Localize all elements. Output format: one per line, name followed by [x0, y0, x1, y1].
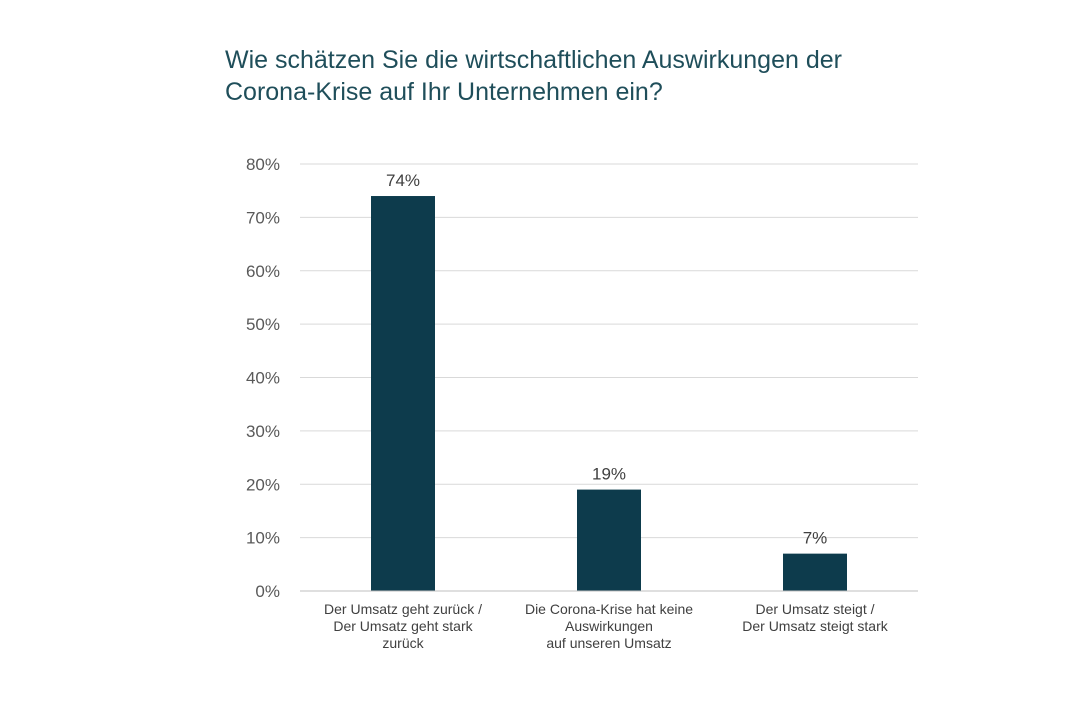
y-tick-label: 50%	[246, 315, 280, 334]
bar	[577, 489, 641, 591]
y-tick-label: 80%	[246, 155, 280, 174]
bar	[371, 196, 435, 591]
y-tick-label: 10%	[246, 529, 280, 548]
chart-title-line-2: Corona-Krise auf Ihr Unternehmen ein?	[225, 78, 663, 106]
bar	[783, 553, 847, 591]
category-label: Die Corona-Krise hat keine Auswirkungen au…	[525, 601, 693, 651]
category-label-line: Der Umsatz steigt /	[755, 601, 874, 617]
category-label: Der Umsatz geht zurück / Der Umsatz geht …	[324, 601, 482, 651]
chart-title-line-1: Wie schätzen Sie die wirtschaftlichen Au…	[225, 46, 842, 74]
category-label: Der Umsatz steigt / Der Umsatz steigt sta…	[742, 601, 888, 634]
data-label: 74%	[386, 171, 420, 190]
category-label-line: Der Umsatz geht stark	[333, 618, 473, 634]
y-tick-label: 60%	[246, 262, 280, 281]
y-tick-label: 0%	[255, 582, 280, 601]
category-label-line: Der Umsatz steigt stark	[742, 618, 888, 634]
chart-title: Wie schätzen Sie die wirtschaftlichen Au…	[225, 44, 985, 108]
category-label-line: Auswirkungen	[565, 618, 653, 634]
bars	[371, 196, 847, 591]
data-label: 7%	[803, 529, 828, 548]
y-tick-label: 70%	[246, 208, 280, 227]
data-labels: 74% 19% 7%	[386, 171, 827, 548]
y-tick-label: 40%	[246, 369, 280, 388]
y-tick-label: 30%	[246, 422, 280, 441]
category-label-line: Der Umsatz geht zurück /	[324, 601, 482, 617]
y-tick-label: 20%	[246, 475, 280, 494]
data-label: 19%	[592, 465, 626, 484]
category-label-line: zurück	[382, 635, 424, 651]
category-label-line: auf unseren Umsatz	[546, 635, 671, 651]
category-labels: Der Umsatz geht zurück / Der Umsatz geht …	[324, 601, 889, 651]
y-axis-tick-labels: 0% 10% 20% 30% 40% 50% 60% 70% 80%	[246, 155, 280, 601]
category-label-line: Die Corona-Krise hat keine	[525, 601, 693, 617]
